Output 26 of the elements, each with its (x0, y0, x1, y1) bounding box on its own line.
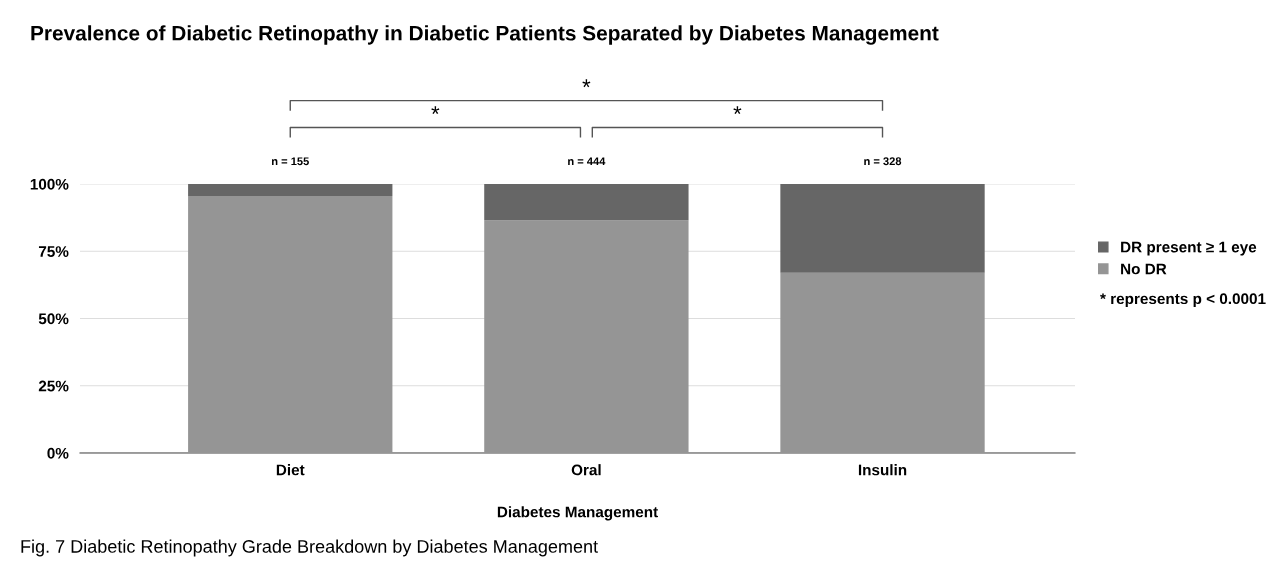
text: * represents p < 0.0001 (1100, 293, 1266, 308)
annotation: n = 328 (864, 157, 902, 166)
legend-label: No DR (1121, 263, 1167, 275)
x-tick-label: Oral (571, 464, 601, 476)
bar (188, 184, 393, 197)
legend-label: DR present ≥ 1 eye (1121, 241, 1257, 256)
y-tick-label: 0% (47, 447, 69, 459)
x-axis-title: Diabetes Management (497, 506, 658, 521)
bar (780, 184, 985, 273)
y-tick-label: 25% (38, 380, 69, 392)
caption: Fig. 7 Diabetic Retinopathy Grade Breakdown by Diabetes Management (21, 539, 598, 557)
bar (188, 196, 393, 453)
text: * (733, 106, 742, 115)
annotation: n = 444 (568, 157, 606, 166)
annotation: n = 155 (271, 157, 309, 166)
y-tick-label: 50% (38, 313, 69, 325)
y-tick-label: 100% (30, 178, 69, 190)
chart-title: Prevalence of Diabetic Retinopathy in Diabetic Patients Separated by Diabetes Management (31, 25, 939, 45)
x-tick-label: Insulin (858, 464, 907, 476)
bar (780, 272, 985, 453)
bar (484, 184, 689, 221)
y-tick-label: 75% (38, 246, 69, 257)
text: * (582, 79, 591, 88)
bar (484, 220, 689, 453)
text: * (431, 106, 440, 115)
x-tick-label: Diet (276, 464, 305, 476)
